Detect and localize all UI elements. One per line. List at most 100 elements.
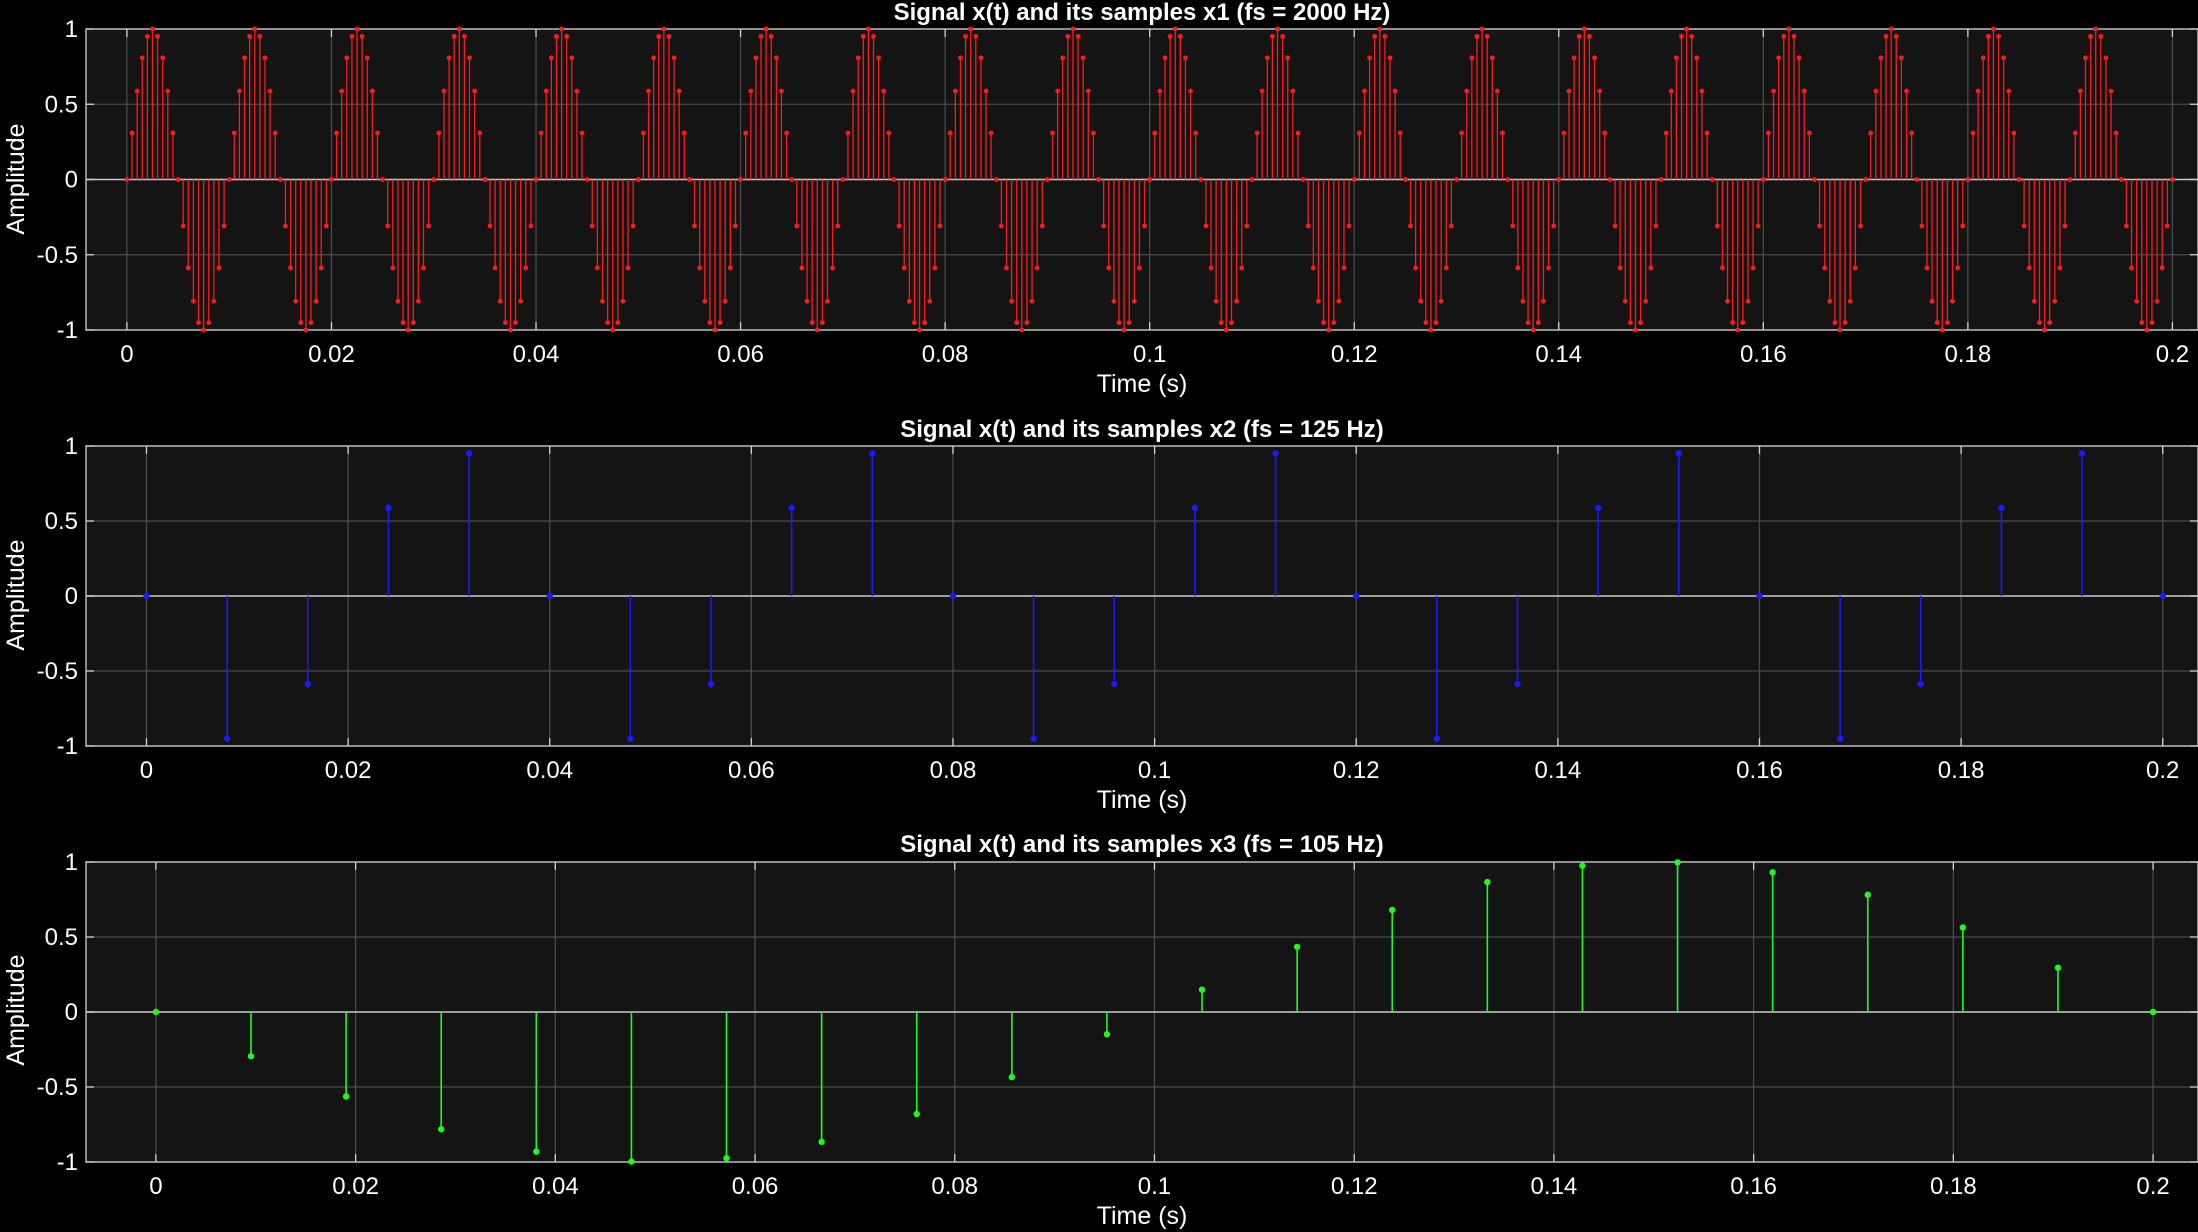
stem-marker bbox=[692, 223, 697, 229]
stem-marker bbox=[574, 88, 580, 94]
stem-marker bbox=[1387, 55, 1393, 61]
x-axis-label: Time (s) bbox=[1097, 1202, 1188, 1230]
stem-marker bbox=[2083, 55, 2088, 61]
stem-marker bbox=[2011, 130, 2017, 136]
stem-marker bbox=[415, 298, 421, 304]
stem-marker bbox=[1904, 88, 1909, 94]
stem-marker bbox=[1433, 320, 1439, 326]
stem-marker bbox=[1423, 320, 1429, 326]
stem-marker bbox=[1991, 26, 1996, 32]
stem-marker bbox=[170, 130, 176, 136]
stem-marker bbox=[1847, 298, 1853, 304]
stem-marker bbox=[1008, 1073, 1016, 1081]
stem-marker bbox=[472, 88, 478, 94]
stem-marker bbox=[1883, 33, 1889, 39]
stem-marker bbox=[257, 33, 263, 39]
stem-marker bbox=[1648, 265, 1654, 271]
stem-marker bbox=[143, 592, 150, 600]
stem-marker bbox=[1873, 88, 1879, 94]
stem-marker bbox=[681, 130, 687, 136]
stem-marker bbox=[1362, 88, 1367, 94]
stem-marker bbox=[1791, 33, 1797, 39]
stem-marker bbox=[1193, 130, 1199, 136]
x-tick-label: 0.02 bbox=[332, 1173, 379, 1200]
stem-marker bbox=[1177, 33, 1183, 39]
y-tick-label: -0.5 bbox=[37, 242, 78, 269]
stem-marker bbox=[758, 33, 764, 39]
y-tick-label: -0.5 bbox=[37, 1074, 78, 1101]
stem-marker bbox=[175, 177, 181, 182]
stem-marker bbox=[124, 177, 130, 182]
stem-marker bbox=[1272, 450, 1279, 457]
stem-marker bbox=[1484, 878, 1491, 886]
stem-marker bbox=[410, 320, 416, 326]
stem-marker bbox=[318, 265, 324, 271]
stem-marker bbox=[871, 33, 876, 39]
stem-marker bbox=[1581, 26, 1587, 32]
stem-marker bbox=[465, 450, 473, 457]
x-tick-label: 0 bbox=[120, 341, 133, 368]
stem-marker bbox=[359, 33, 365, 39]
stem-marker bbox=[216, 265, 222, 271]
stem-marker bbox=[354, 26, 360, 32]
stem-marker bbox=[1004, 265, 1009, 271]
y-tick-label: 1 bbox=[65, 849, 78, 876]
stem-marker bbox=[1382, 33, 1388, 39]
stem-marker bbox=[1658, 177, 1664, 182]
stem-marker bbox=[733, 223, 738, 229]
stem-marker bbox=[247, 1053, 255, 1060]
stem-marker bbox=[1464, 88, 1470, 94]
stem-marker bbox=[579, 130, 585, 136]
stem-marker bbox=[2052, 298, 2058, 304]
stem-marker bbox=[1167, 33, 1173, 39]
stem-marker bbox=[819, 320, 825, 326]
stem-marker bbox=[1191, 504, 1199, 512]
stem-marker bbox=[913, 1110, 920, 1118]
stem-marker bbox=[2149, 320, 2155, 326]
stem-marker bbox=[1929, 298, 1935, 304]
stem-marker bbox=[221, 223, 227, 229]
stem-marker bbox=[559, 26, 564, 32]
stem-marker bbox=[1397, 130, 1403, 136]
stem-marker bbox=[1336, 298, 1342, 304]
subplot-x2: 0 0.02 0.04 0.06 0.08 0.1 0.12 0.14 0.16 0.18 0.2 -… bbox=[2, 416, 2198, 814]
stem-marker bbox=[646, 88, 651, 94]
stem-marker bbox=[1959, 924, 1967, 931]
stem-marker bbox=[1356, 130, 1362, 136]
stem-marker bbox=[2164, 223, 2170, 229]
stem-marker bbox=[1934, 320, 1940, 326]
stem-marker bbox=[1254, 130, 1260, 136]
stem-marker bbox=[2170, 177, 2175, 182]
stem-marker bbox=[2042, 327, 2047, 333]
stem-marker bbox=[656, 33, 662, 39]
stem-marker bbox=[1965, 177, 1971, 182]
stem-marker bbox=[564, 33, 570, 39]
x-tick-label: 0.1 bbox=[1138, 757, 1171, 784]
stem-marker bbox=[134, 88, 140, 94]
x-tick-label: 0 bbox=[140, 757, 153, 784]
stem-marker bbox=[1704, 130, 1710, 136]
stem-marker bbox=[206, 320, 212, 326]
x-tick-label: 0.18 bbox=[1945, 341, 1992, 368]
x-tick-label: 0.14 bbox=[1535, 341, 1582, 368]
stem-marker bbox=[554, 33, 559, 39]
stem-marker bbox=[1980, 55, 1986, 61]
stem-marker bbox=[1029, 298, 1035, 304]
stem-marker bbox=[610, 327, 616, 333]
stem-marker bbox=[1157, 88, 1163, 94]
stem-marker bbox=[1725, 298, 1730, 304]
stem-marker bbox=[1259, 88, 1265, 94]
stem-marker bbox=[2154, 298, 2160, 304]
stem-marker bbox=[513, 320, 518, 326]
stem-marker bbox=[569, 55, 575, 61]
stem-marker bbox=[1019, 327, 1025, 333]
stem-marker bbox=[252, 26, 258, 32]
stem-marker bbox=[1392, 88, 1398, 94]
stem-marker bbox=[462, 33, 467, 39]
stem-marker bbox=[1796, 55, 1802, 61]
x-tick-label: 0.2 bbox=[2136, 1173, 2169, 1200]
stem-marker bbox=[262, 55, 268, 61]
stem-marker bbox=[267, 88, 273, 94]
stem-marker bbox=[1863, 177, 1869, 182]
stem-marker bbox=[789, 177, 795, 182]
